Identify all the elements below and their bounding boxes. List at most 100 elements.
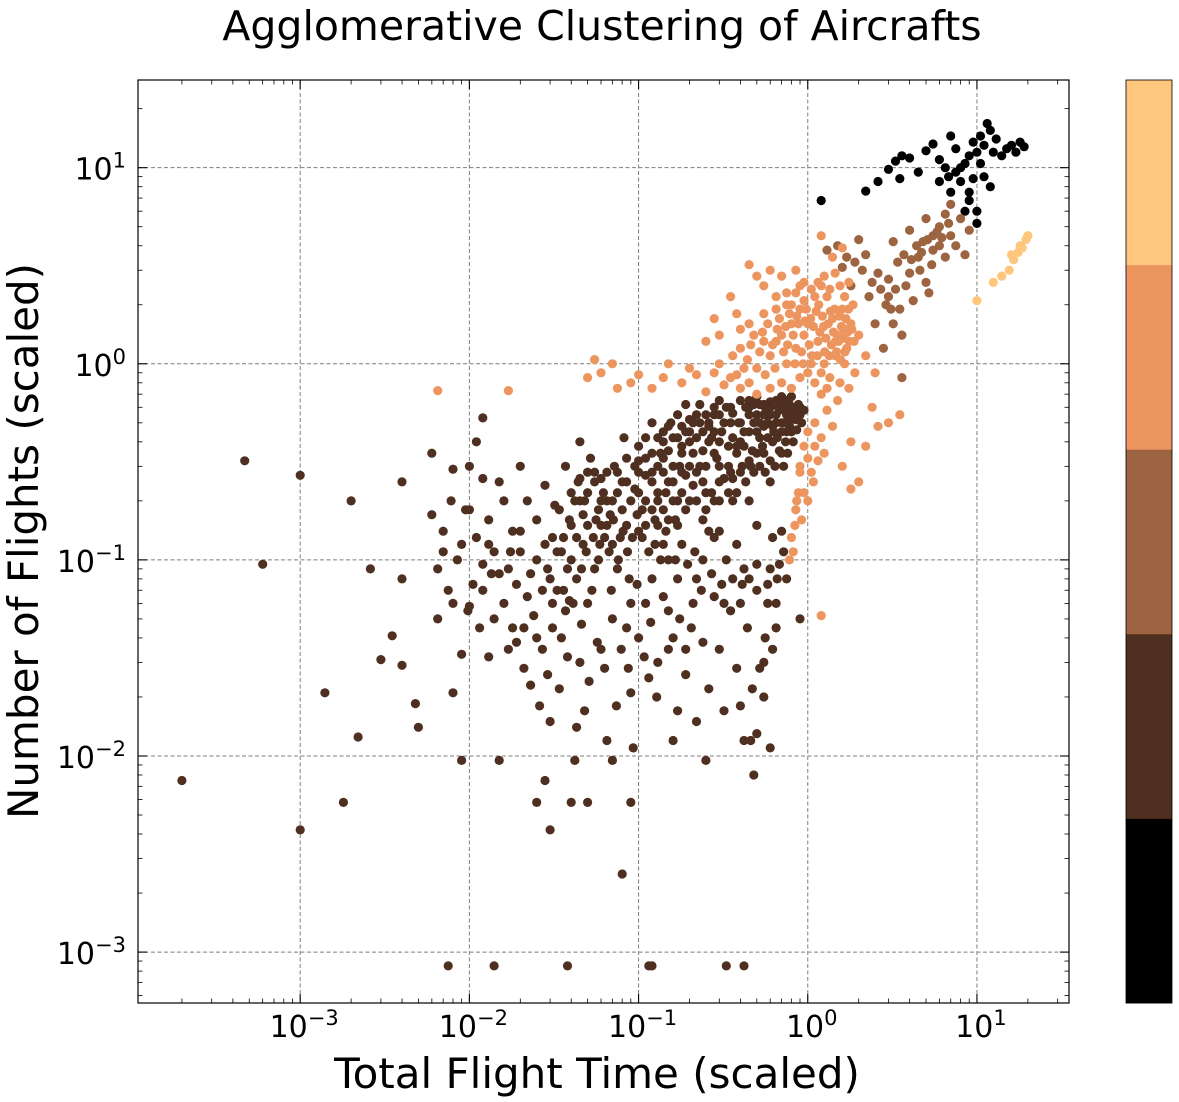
data-point [560, 606, 571, 616]
data-point [688, 480, 698, 490]
colorbar-segment [1126, 633, 1172, 819]
data-point [916, 247, 927, 257]
data-point [968, 137, 978, 147]
data-point [595, 539, 605, 550]
data-point [726, 292, 736, 302]
data-point [783, 448, 793, 458]
data-point [924, 288, 934, 298]
data-point [580, 706, 590, 716]
data-point [554, 684, 564, 694]
data-point [793, 399, 804, 410]
data-point [779, 461, 789, 471]
data-point [545, 716, 555, 727]
data-point [240, 456, 250, 466]
data-point [893, 257, 903, 267]
data-point [816, 195, 826, 206]
data-point [576, 564, 587, 574]
data-point [701, 387, 711, 397]
data-point [612, 383, 623, 393]
data-point [830, 268, 840, 278]
data-point [537, 585, 548, 595]
data-point [1006, 250, 1017, 260]
data-point [883, 292, 894, 302]
data-point [735, 395, 746, 406]
data-point [714, 437, 724, 447]
data-point [499, 496, 509, 506]
data-point [972, 147, 982, 157]
data-point [795, 373, 805, 383]
data-point [346, 496, 356, 506]
data-point [606, 585, 616, 595]
data-point [850, 257, 860, 267]
data-point [837, 461, 847, 471]
data-point [982, 118, 992, 129]
data-point [698, 637, 708, 647]
data-point [647, 467, 657, 477]
data-point [452, 555, 462, 565]
data-point [814, 300, 824, 310]
data-point [881, 300, 891, 310]
data-point [760, 370, 770, 380]
data-point [613, 555, 624, 565]
data-point [607, 614, 618, 624]
data-point [295, 470, 305, 480]
data-point [870, 368, 880, 378]
data-point [928, 139, 938, 149]
data-point [607, 496, 618, 506]
data-point [537, 644, 548, 654]
data-point [883, 164, 894, 174]
x-tick-label: 100 [786, 1006, 838, 1045]
data-point [526, 680, 536, 690]
data-point [499, 598, 509, 609]
data-point [739, 363, 749, 373]
data-point [752, 271, 762, 281]
data-point [813, 277, 823, 287]
data-point [628, 743, 638, 753]
data-point [446, 496, 456, 506]
data-point [944, 172, 954, 182]
data-point [752, 520, 762, 531]
data-point [763, 579, 773, 590]
data-point [728, 433, 738, 443]
data-point [376, 655, 386, 665]
data-point [365, 564, 375, 574]
data-point [835, 281, 845, 291]
data-point [744, 456, 754, 466]
data-point [677, 467, 687, 477]
data-point [515, 526, 525, 536]
data-point [806, 359, 816, 369]
data-point [581, 547, 591, 557]
data-point [587, 585, 597, 595]
data-point [774, 559, 785, 569]
data-point [854, 235, 864, 245]
data-point [803, 368, 813, 378]
data-point [684, 461, 695, 471]
data-point [471, 532, 481, 543]
data-point [707, 569, 717, 579]
data-point [691, 433, 702, 443]
data-point [833, 395, 843, 406]
data-point [806, 467, 816, 477]
data-point [746, 735, 756, 746]
data-point [790, 359, 800, 369]
data-point [701, 488, 711, 498]
data-point [684, 363, 695, 373]
data-point [438, 526, 448, 536]
data-point [812, 351, 823, 361]
data-point [861, 351, 871, 361]
data-point [413, 722, 423, 732]
data-point [728, 351, 738, 361]
data-point [691, 574, 702, 584]
data-point [825, 373, 835, 383]
data-point [568, 598, 578, 609]
data-point [644, 547, 654, 557]
data-point [658, 453, 668, 463]
data-point [960, 250, 970, 260]
data-point [905, 153, 915, 163]
chart-title: Agglomerative Clustering of Aircrafts [222, 2, 981, 50]
data-point [663, 446, 674, 456]
data-point [410, 699, 420, 709]
x-tick-label: 101 [955, 1006, 1007, 1045]
data-point [704, 418, 714, 428]
data-point [647, 383, 657, 393]
